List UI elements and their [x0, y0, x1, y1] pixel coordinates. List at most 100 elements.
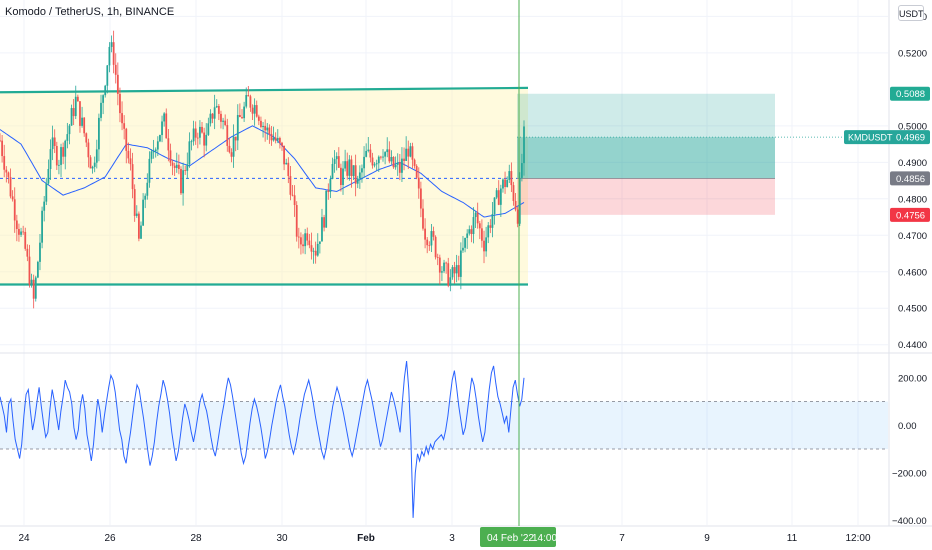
price-channel[interactable]	[0, 86, 529, 286]
candle-body	[119, 93, 121, 114]
candle-body	[213, 107, 216, 119]
candle-body	[361, 168, 363, 173]
candle-body	[220, 113, 222, 122]
candle-body	[137, 213, 140, 239]
candle-body	[295, 205, 298, 237]
candle-body	[502, 179, 504, 189]
chart-title: Komodo / TetherUS, 1h, BINANCE	[5, 6, 175, 18]
candle-body	[203, 132, 206, 146]
candle-body	[260, 120, 262, 128]
candle-body	[489, 225, 492, 228]
candle-body	[150, 151, 153, 159]
candle-body	[207, 123, 210, 135]
time-tick-label: 12:00	[845, 533, 870, 544]
currency-button[interactable]: USDT	[898, 5, 924, 21]
candle-body	[443, 262, 445, 272]
candle-body	[182, 170, 184, 194]
candle-body	[293, 195, 296, 206]
candle-body	[5, 169, 8, 173]
candle-body	[356, 178, 359, 184]
candle-body	[441, 271, 443, 273]
candle-body	[89, 157, 92, 169]
oscillator-tick-label: −400.00	[892, 516, 927, 527]
candle-body	[106, 65, 109, 86]
candle-body	[3, 156, 6, 170]
candle-body	[55, 145, 58, 166]
candle-body	[384, 152, 387, 157]
time-tick-label: 26	[104, 533, 116, 544]
candle-body	[291, 194, 294, 196]
candle-body	[369, 149, 372, 158]
candle-body	[268, 127, 271, 134]
candle-body	[487, 225, 490, 238]
candle-body	[201, 126, 203, 133]
candle-body	[167, 138, 170, 151]
candle-body	[413, 159, 416, 166]
candle-body	[26, 248, 29, 257]
candle-body	[51, 137, 54, 150]
candle-body	[466, 233, 469, 238]
candle-body	[247, 95, 250, 97]
price-tick-label: 0.4800	[898, 194, 927, 205]
candle-body	[169, 150, 172, 163]
candle-body	[453, 267, 456, 274]
candle-body	[34, 277, 37, 299]
candle-body	[516, 209, 519, 224]
candle-body	[344, 161, 347, 169]
candle-body	[140, 225, 142, 239]
candle-body	[108, 46, 111, 66]
candle-body	[9, 177, 12, 197]
candle-body	[81, 117, 83, 126]
candle-body	[102, 95, 105, 103]
candle-body	[234, 136, 237, 141]
candle-body	[224, 120, 227, 126]
oscillator-pane	[0, 361, 888, 518]
candle-body	[363, 156, 365, 169]
time-tick-label: 9	[704, 533, 710, 544]
candle-body	[310, 245, 313, 252]
time-tick-label: 24	[18, 533, 30, 544]
candle-body	[62, 147, 65, 157]
candle-body	[257, 116, 260, 121]
moving-average-path	[0, 125, 525, 218]
candle-body	[428, 245, 431, 247]
price-label-badge	[844, 130, 930, 145]
candle-body	[283, 145, 285, 165]
candle-body	[154, 149, 157, 152]
candle-body	[302, 244, 304, 247]
candle-body	[116, 74, 119, 94]
candle-body	[523, 126, 525, 164]
candle-body	[518, 177, 521, 224]
candle-body	[188, 141, 191, 165]
candle-body	[7, 172, 10, 178]
candle-body	[274, 137, 277, 141]
candle-body	[398, 162, 401, 173]
candle-body	[196, 137, 199, 139]
candle-body	[318, 241, 321, 244]
candle-body	[125, 128, 128, 151]
candle-body	[171, 162, 174, 166]
candle-body	[495, 190, 498, 198]
candle-body	[68, 125, 71, 135]
candle-body	[175, 164, 178, 168]
oscillator-band	[0, 401, 888, 449]
candle-body	[159, 135, 161, 142]
candle-body	[276, 137, 279, 141]
candle-body	[510, 171, 513, 186]
candle-body	[91, 166, 94, 169]
candle-body	[335, 156, 338, 160]
candle-body	[325, 190, 328, 228]
candle-body	[20, 231, 22, 235]
candle-body	[430, 231, 433, 246]
price-tick-label: 0.5200	[898, 48, 927, 59]
candle-body	[104, 85, 107, 96]
candle-body	[98, 117, 100, 150]
candle-body	[346, 161, 349, 176]
candle-body	[255, 105, 258, 117]
candle-body	[434, 236, 437, 258]
candle-body	[148, 158, 151, 183]
long-position-tool[interactable]	[0, 93, 888, 215]
candle-body	[405, 148, 408, 161]
candle-body	[222, 120, 224, 122]
